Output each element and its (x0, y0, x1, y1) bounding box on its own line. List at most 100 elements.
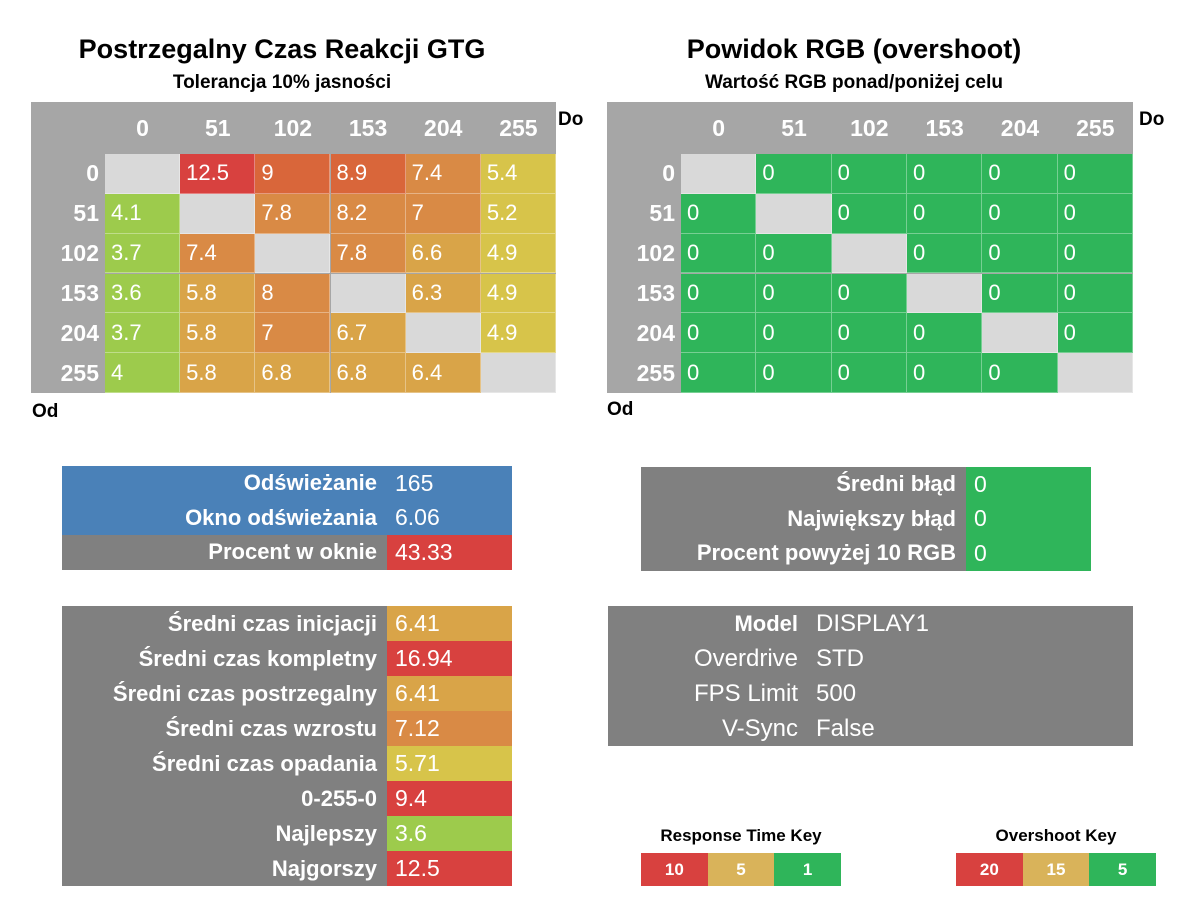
times-panel-value: 12.5 (387, 851, 512, 886)
info-panel-row: V-Sync False (608, 711, 1133, 746)
response-time-row-header: 153 (60, 279, 99, 306)
refresh-panel-label: Odświeżanie (62, 466, 387, 501)
overshoot-cell: 0 (831, 273, 907, 314)
refresh-panel-value: 6.06 (387, 500, 512, 536)
times-panel-label: Najgorszy (62, 851, 387, 886)
response-time-col-header: 204 (424, 114, 463, 141)
response-time-row-header: 255 (60, 359, 99, 386)
response-time-cell: 7.8 (330, 233, 406, 274)
overshoot-cell: 0 (1057, 313, 1133, 354)
response-time-cell: 4.1 (105, 193, 181, 234)
overshoot-cell: 0 (831, 154, 907, 194)
refresh-panel-value: 165 (387, 466, 512, 501)
times-panel-row: Średni czas wzrostu 7.12 (62, 711, 512, 746)
response-time-cell: 5.8 (180, 313, 256, 354)
response-time-cell: 7 (405, 193, 481, 234)
info-panel-label: FPS Limit (608, 676, 808, 711)
response-time-cell: 6.8 (330, 353, 406, 393)
response-time-cell: 7.4 (405, 154, 481, 194)
error-panel-label: Procent powyżej 10 RGB (641, 536, 966, 571)
overshoot-cell: 0 (907, 154, 983, 194)
times-panel-label: Średni czas kompletny (62, 641, 387, 676)
times-panel-row: Średni czas opadania 5.71 (62, 746, 512, 781)
display-info-panel: Model DISPLAY1 Overdrive STD FPS Limit 500 V-S… (608, 606, 1133, 746)
response-time-cell: 7.8 (255, 193, 331, 234)
error-panel-value: 0 (966, 501, 1091, 537)
response-times-panel: Średni czas inicjacji 6.41 Średni czas kom… (62, 606, 512, 886)
response-time-col-header: 0 (136, 114, 149, 141)
overshoot-cell: 0 (681, 233, 757, 274)
overshoot-cell: 0 (756, 353, 832, 393)
times-panel-value: 6.41 (387, 676, 512, 711)
response-time-cell (255, 233, 331, 274)
overshoot-key: 20 15 5 (956, 853, 1156, 886)
refresh-panel-label: Procent w oknie (62, 535, 387, 570)
overshoot-cell: 0 (907, 233, 983, 274)
times-panel-value: 6.41 (387, 606, 512, 641)
error-panel-label: Średni błąd (641, 467, 966, 502)
overshoot-cell: 0 (1057, 193, 1133, 234)
left-chart-title: Postrzegalny Czas Reakcji GTG (78, 34, 486, 64)
overshoot-cell: 0 (756, 313, 832, 354)
times-panel-row: Najlepszy 3.6 (62, 816, 512, 851)
overshoot-cell (982, 313, 1058, 354)
refresh-panel: Odświeżanie 165 Okno odświeżania 6.06 Procen… (62, 466, 512, 570)
info-panel-label: Overdrive (608, 641, 808, 676)
overshoot-cell (756, 193, 832, 234)
overshoot-cell (831, 233, 907, 274)
overshoot-cell (907, 273, 983, 314)
info-panel-label: V-Sync (608, 711, 808, 746)
times-panel-row: Średni czas kompletny 16.94 (62, 641, 512, 676)
response-time-cell: 9 (255, 154, 331, 194)
overshoot-heatmap: 0 51 102 153 204 255 0 51 102 153 204 255 0 0 0 0 0 0 0 0 0 0… (607, 102, 1133, 393)
response-time-cell: 6.4 (405, 353, 481, 393)
response-time-row-header: 204 (60, 319, 99, 346)
overshoot-row-header: 51 (649, 200, 675, 227)
times-panel-label: 0-255-0 (62, 781, 387, 816)
error-panel: Średni błąd 0 Największy błąd 0 Procent powy… (641, 467, 1091, 571)
overshoot-cell: 0 (907, 193, 983, 234)
refresh-panel-row: Odświeżanie 165 (62, 466, 512, 501)
overshoot-cell: 0 (982, 193, 1058, 234)
times-panel-value: 16.94 (387, 641, 512, 676)
response-time-heatmap: 0 51 102 153 204 255 0 51 102 153 204 255 12.5 9 8.9 7.… (31, 102, 556, 393)
response-time-cell: 5.4 (480, 154, 556, 194)
overshoot-cell: 0 (982, 154, 1058, 194)
response-time-cell: 3.7 (105, 233, 181, 274)
overshoot-cell: 0 (1057, 154, 1133, 194)
response-time-cell: 3.6 (105, 273, 181, 314)
overshoot-row-header: 255 (636, 359, 675, 386)
overshoot-cell: 0 (681, 193, 757, 234)
response-time-cell: 4 (105, 353, 181, 393)
overshoot-cell: 0 (1057, 233, 1133, 274)
overshoot-key-title: Overshoot Key (995, 826, 1117, 845)
overshoot-cell: 0 (907, 353, 983, 393)
overshoot-cell: 0 (831, 193, 907, 234)
times-panel-row: Średni czas inicjacji 6.41 (62, 606, 512, 641)
times-panel-label: Średni czas inicjacji (62, 606, 387, 641)
response-key-swatch: 10 (641, 853, 708, 886)
response-time-row-header: 0 (86, 160, 99, 187)
times-panel-label: Średni czas wzrostu (62, 711, 387, 746)
overshoot-key-swatch: 20 (956, 853, 1023, 886)
overshoot-cell: 0 (831, 353, 907, 393)
overshoot-cell: 0 (982, 273, 1058, 314)
overshoot-row-header: 153 (636, 279, 675, 306)
info-panel-value: False (808, 711, 1133, 746)
overshoot-cell: 0 (681, 353, 757, 393)
overshoot-cell: 0 (681, 273, 757, 314)
right-from-label: Od (607, 399, 634, 420)
response-time-col-header: 51 (204, 114, 231, 141)
overshoot-col-header: 153 (925, 114, 964, 141)
times-panel-row: Średni czas postrzegalny 6.41 (62, 676, 512, 711)
response-time-row-header: 51 (73, 200, 99, 227)
info-panel-row: Overdrive STD (608, 641, 1133, 676)
left-to-label: Do (558, 109, 584, 130)
overshoot-cell: 0 (982, 233, 1058, 274)
response-time-col-header: 153 (348, 114, 388, 141)
overshoot-row-header: 204 (636, 319, 675, 346)
response-time-cell: 7.4 (180, 233, 256, 274)
overshoot-row-header: 102 (636, 240, 675, 267)
response-time-cell: 12.5 (180, 154, 256, 194)
times-panel-label: Średni czas opadania (62, 746, 387, 781)
